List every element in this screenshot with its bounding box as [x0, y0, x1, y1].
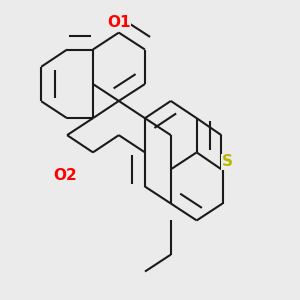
Text: O2: O2 — [53, 168, 77, 183]
Text: O1: O1 — [107, 15, 130, 30]
Text: S: S — [222, 154, 233, 169]
